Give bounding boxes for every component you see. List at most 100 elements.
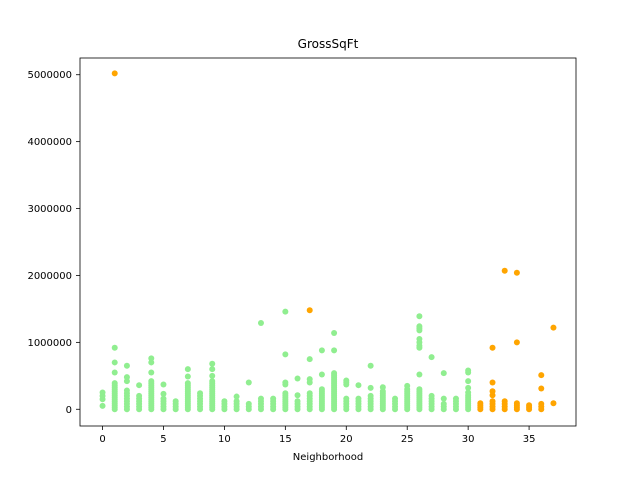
data-point bbox=[465, 378, 472, 385]
data-point bbox=[233, 393, 240, 400]
x-axis-label: Neighborhood bbox=[293, 452, 363, 463]
data-point bbox=[245, 379, 252, 386]
data-point bbox=[440, 370, 447, 377]
data-point bbox=[331, 347, 338, 354]
data-point bbox=[367, 392, 374, 399]
data-point bbox=[416, 371, 423, 378]
data-point bbox=[440, 400, 447, 407]
data-point bbox=[318, 347, 325, 354]
data-point bbox=[343, 377, 350, 384]
data-point bbox=[306, 390, 313, 397]
x-tick-label: 35 bbox=[523, 434, 536, 445]
data-point bbox=[355, 395, 362, 402]
data-point bbox=[294, 398, 301, 405]
data-point bbox=[233, 398, 240, 405]
data-point bbox=[282, 379, 289, 386]
data-point bbox=[538, 372, 545, 379]
data-point bbox=[270, 395, 277, 402]
data-point bbox=[148, 369, 155, 376]
data-point bbox=[136, 382, 143, 389]
data-point bbox=[99, 389, 106, 396]
data-point bbox=[209, 378, 216, 385]
data-point bbox=[123, 387, 130, 394]
data-point bbox=[209, 360, 216, 367]
data-point bbox=[465, 389, 472, 396]
y-tick-label: 4000000 bbox=[27, 137, 72, 148]
data-point bbox=[513, 269, 520, 276]
data-point bbox=[148, 378, 155, 385]
data-point bbox=[526, 402, 533, 409]
data-point bbox=[306, 307, 313, 314]
data-point bbox=[379, 384, 386, 391]
data-point bbox=[404, 382, 411, 389]
data-point bbox=[489, 344, 496, 351]
data-point bbox=[367, 384, 374, 391]
data-point bbox=[489, 388, 496, 395]
x-tick-label: 0 bbox=[99, 434, 105, 445]
data-point bbox=[184, 366, 191, 373]
data-point bbox=[416, 313, 423, 320]
data-point bbox=[282, 390, 289, 397]
data-point bbox=[160, 390, 167, 397]
data-point bbox=[160, 381, 167, 388]
data-point bbox=[477, 400, 484, 407]
data-point bbox=[550, 324, 557, 331]
data-point bbox=[111, 344, 118, 351]
data-point bbox=[428, 354, 435, 361]
data-point bbox=[538, 385, 545, 392]
data-point bbox=[416, 386, 423, 393]
y-tick-label: 0 bbox=[66, 405, 72, 416]
data-point bbox=[111, 70, 118, 77]
y-tick-label: 3000000 bbox=[27, 204, 72, 215]
data-point bbox=[367, 362, 374, 369]
data-point bbox=[184, 373, 191, 380]
data-point bbox=[136, 392, 143, 399]
data-point bbox=[160, 395, 167, 402]
x-tick-label: 15 bbox=[279, 434, 292, 445]
data-point bbox=[465, 384, 472, 391]
data-point bbox=[465, 367, 472, 374]
data-point bbox=[489, 379, 496, 386]
data-point bbox=[501, 398, 508, 405]
data-point bbox=[184, 380, 191, 387]
data-point bbox=[172, 398, 179, 405]
data-point bbox=[306, 356, 313, 363]
data-points bbox=[99, 70, 557, 413]
y-axis-ticks: 0 1000000 2000000 3000000 4000000 5000000 bbox=[27, 70, 80, 416]
plot-frame bbox=[79, 57, 577, 427]
x-tick-label: 5 bbox=[160, 434, 166, 445]
data-point bbox=[428, 392, 435, 399]
data-point bbox=[257, 395, 264, 402]
data-point bbox=[148, 355, 155, 362]
data-point bbox=[318, 386, 325, 393]
x-tick-label: 25 bbox=[401, 434, 414, 445]
data-point bbox=[501, 267, 508, 274]
data-point bbox=[331, 330, 338, 336]
data-point bbox=[257, 319, 264, 326]
data-point bbox=[197, 390, 204, 397]
y-tick-label: 1000000 bbox=[27, 338, 72, 349]
data-point bbox=[99, 402, 106, 409]
data-point bbox=[355, 382, 362, 389]
data-point bbox=[306, 376, 313, 383]
data-point bbox=[440, 395, 447, 402]
x-tick-label: 30 bbox=[462, 434, 475, 445]
data-point bbox=[513, 400, 520, 407]
data-point bbox=[331, 370, 338, 377]
data-point bbox=[452, 395, 459, 402]
data-point bbox=[282, 351, 289, 358]
data-point bbox=[392, 395, 399, 402]
x-tick-label: 10 bbox=[218, 434, 231, 445]
data-point bbox=[123, 374, 130, 381]
data-point bbox=[209, 366, 216, 373]
data-point bbox=[538, 400, 545, 407]
y-tick-label: 5000000 bbox=[27, 70, 72, 81]
data-point bbox=[513, 339, 520, 346]
chart-title: GrossSqFt bbox=[298, 37, 359, 51]
data-point bbox=[209, 372, 216, 379]
data-point bbox=[123, 362, 130, 369]
data-point bbox=[111, 380, 118, 387]
data-point bbox=[294, 392, 301, 399]
data-point bbox=[416, 336, 423, 343]
